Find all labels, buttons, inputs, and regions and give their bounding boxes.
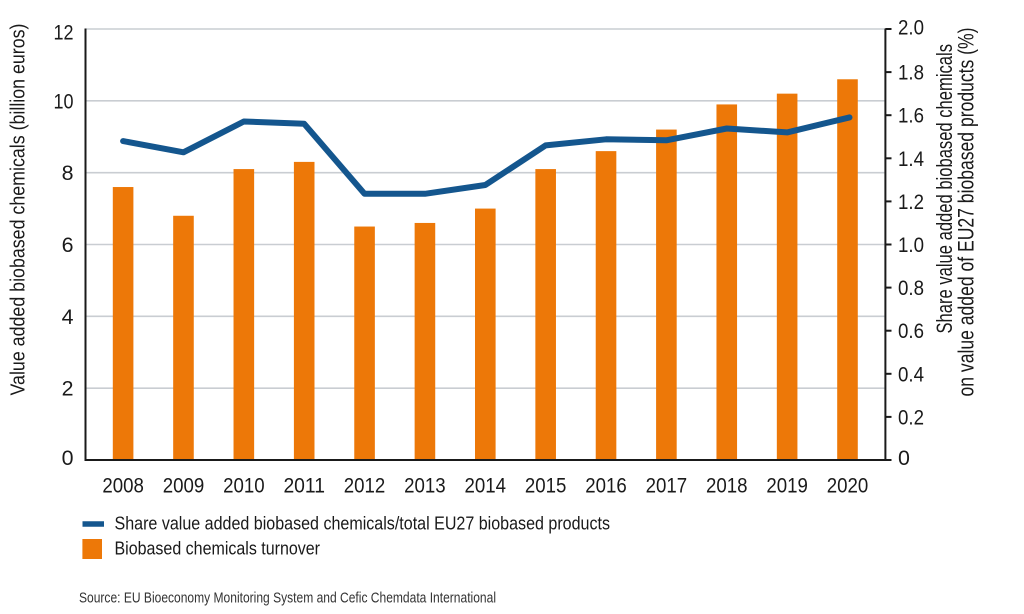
svg-text:Biobased chemicals turnover: Biobased chemicals turnover: [115, 538, 321, 559]
svg-text:2013: 2013: [404, 473, 446, 497]
svg-text:0.2: 0.2: [898, 405, 924, 429]
svg-text:2009: 2009: [163, 473, 205, 497]
svg-text:12: 12: [54, 21, 74, 45]
svg-text:Share value added biobased che: Share value added biobased chemicals: [932, 44, 957, 334]
svg-text:1.4: 1.4: [898, 147, 924, 171]
svg-text:2016: 2016: [585, 473, 627, 497]
svg-text:on value added of EU27 biobase: on value added of EU27 biobased products…: [954, 28, 979, 397]
svg-text:2020: 2020: [827, 473, 869, 497]
svg-text:2.0: 2.0: [898, 16, 924, 40]
svg-text:2: 2: [62, 377, 74, 401]
svg-text:Value added biobased chemicals: Value added biobased chemicals (billion …: [7, 24, 30, 396]
svg-text:Source: EU Bioeconomy Monitori: Source: EU Bioeconomy Monitoring System …: [79, 591, 496, 607]
svg-text:0: 0: [898, 446, 910, 470]
svg-text:2019: 2019: [766, 473, 808, 497]
svg-text:2015: 2015: [525, 473, 567, 497]
svg-text:2017: 2017: [646, 473, 688, 497]
svg-text:2012: 2012: [344, 473, 386, 497]
svg-text:2010: 2010: [223, 473, 265, 497]
svg-text:0: 0: [62, 446, 74, 470]
svg-text:1.2: 1.2: [898, 190, 924, 214]
svg-text:Share value added biobased che: Share value added biobased chemicals/tot…: [115, 513, 611, 534]
svg-text:10: 10: [54, 89, 74, 113]
svg-text:0.8: 0.8: [898, 276, 924, 300]
svg-text:1.6: 1.6: [898, 104, 924, 128]
svg-text:0.4: 0.4: [898, 362, 924, 386]
svg-text:8: 8: [62, 161, 74, 185]
svg-text:2011: 2011: [283, 473, 325, 497]
svg-text:1.0: 1.0: [898, 233, 924, 257]
svg-text:2008: 2008: [102, 473, 144, 497]
svg-text:2014: 2014: [465, 473, 507, 497]
svg-text:0.6: 0.6: [898, 319, 924, 343]
svg-text:4: 4: [62, 305, 74, 329]
svg-text:2018: 2018: [706, 473, 748, 497]
svg-text:6: 6: [62, 233, 74, 257]
svg-text:1.8: 1.8: [898, 61, 924, 85]
